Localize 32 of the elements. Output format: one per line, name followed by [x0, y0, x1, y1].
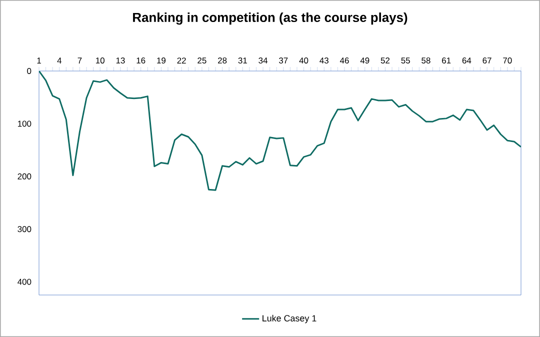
x-tick-label: 13 [116, 57, 125, 64]
x-tick-label: 1 [37, 58, 41, 64]
x-tick-label: 58 [422, 57, 430, 64]
x-tick-label: 10 [96, 57, 104, 64]
x-tick-label: 16 [136, 57, 146, 64]
x-tick-label: 64 [462, 57, 472, 64]
x-tick-label: 55 [401, 58, 410, 64]
x-tick-label: 46 [340, 57, 349, 64]
x-tick-label: 25 [198, 57, 206, 64]
x-tick-label: 70 [503, 57, 512, 64]
y-tick-label: 300 [18, 226, 32, 232]
y-tick-label: 200 [18, 173, 32, 180]
x-tick-label: 34 [258, 57, 268, 64]
x-tick-label: 67 [482, 57, 492, 64]
x-tick-label: 7 [78, 58, 82, 64]
x-tick-label: 52 [380, 57, 390, 64]
x-tick-label: 4 [57, 58, 62, 64]
x-tick-label: 31 [238, 57, 247, 64]
x-tick-label: 19 [157, 57, 166, 64]
x-tick-label: 43 [320, 57, 328, 64]
x-tick-label: 49 [360, 57, 370, 64]
x-tick-label: 61 [442, 57, 451, 64]
x-tick-label: 22 [177, 58, 186, 64]
y-tick-label: 100 [18, 120, 32, 127]
line-series [39, 71, 522, 191]
x-tick-label: 40 [299, 57, 308, 64]
y-tick-label: 400 [18, 278, 32, 285]
x-tick-label: 37 [279, 57, 288, 64]
legend-label: Luke Casey 1 [262, 314, 316, 324]
x-tick-label: 28 [218, 57, 227, 64]
y-tick-label: 0 [27, 68, 32, 74]
chart-title: Ranking in competition (as the course plays) [133, 12, 408, 25]
